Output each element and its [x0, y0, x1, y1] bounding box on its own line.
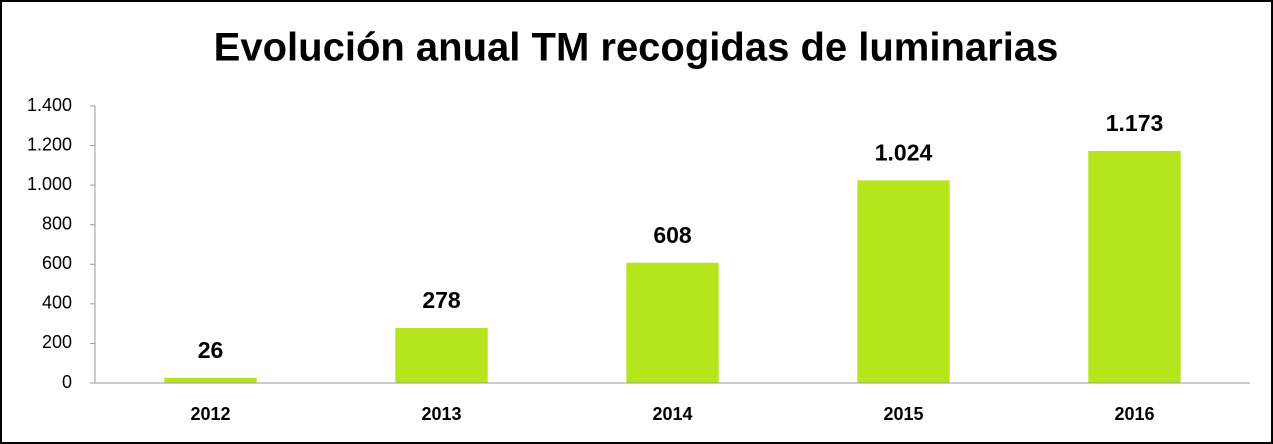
bar: [1088, 150, 1181, 383]
chart-title: Evolución anual TM recogidas de luminari…: [214, 26, 1059, 70]
y-tick-label: 800: [42, 213, 72, 233]
value-label: 608: [653, 222, 692, 248]
y-tick-label: 0: [62, 372, 72, 392]
bar: [626, 262, 719, 383]
bar: [395, 327, 488, 383]
bar: [164, 377, 257, 383]
x-tick-label: 2012: [190, 404, 230, 424]
x-tick-label: 2013: [421, 404, 461, 424]
y-tick-label: 1.200: [27, 134, 72, 154]
y-tick-label: 200: [42, 332, 72, 352]
value-label: 26: [198, 337, 224, 363]
y-tick-label: 600: [42, 253, 72, 273]
value-label: 1.173: [1106, 110, 1164, 136]
bar: [857, 180, 950, 383]
x-tick-label: 2015: [883, 404, 923, 424]
y-tick-label: 1.000: [27, 174, 72, 194]
x-tick-label: 2016: [1114, 404, 1154, 424]
x-tick-label: 2014: [652, 404, 692, 424]
y-tick-label: 1.400: [27, 95, 72, 115]
value-label: 278: [422, 287, 461, 313]
y-tick-label: 400: [42, 293, 72, 313]
value-label: 1.024: [875, 139, 933, 165]
